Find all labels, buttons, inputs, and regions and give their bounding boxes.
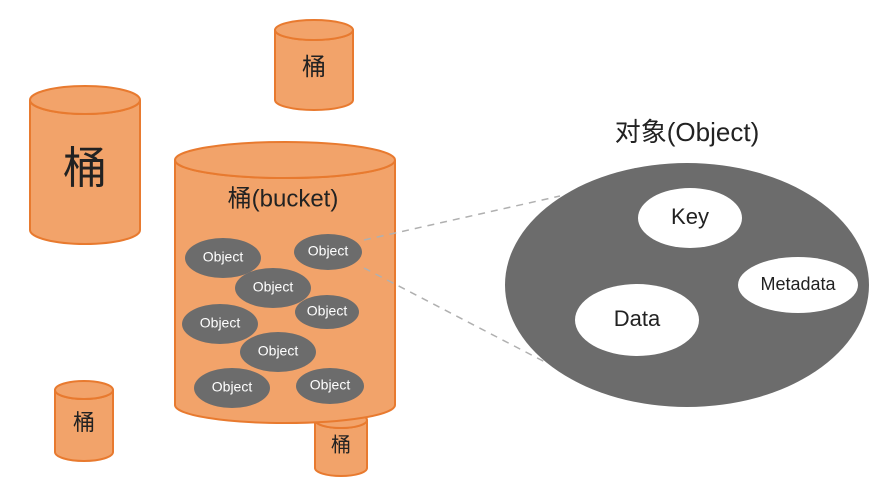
object-detail-ellipse: Key Metadata Data (505, 163, 869, 407)
object-label: Object (310, 377, 351, 393)
bucket-label: 桶 (73, 410, 95, 435)
object-label: Object (253, 279, 294, 295)
object-ellipse: Object (194, 368, 270, 408)
object-ellipse: Object (295, 295, 359, 329)
object-component: Metadata (738, 257, 858, 313)
component-label: Data (614, 306, 661, 331)
object-component: Key (638, 188, 742, 248)
bucket-main: 桶(bucket) Object Object Object Object Object O… (175, 142, 395, 423)
object-label: Object (200, 315, 241, 331)
object-label: Object (212, 379, 253, 395)
object-ellipse: Object (235, 268, 311, 308)
object-label: Object (308, 243, 349, 259)
component-label: Key (671, 204, 709, 229)
object-component: Data (575, 284, 699, 356)
component-label: Metadata (760, 274, 836, 294)
object-ellipse: Object (296, 368, 364, 404)
object-label: Object (203, 249, 244, 265)
bucket-small-1: 桶 (275, 20, 353, 110)
bucket-label: 桶 (302, 54, 326, 81)
bucket-label: 桶 (63, 144, 107, 193)
object-ellipse: Object (182, 304, 258, 344)
object-label: Object (258, 343, 299, 359)
bucket-small-2: 桶 (55, 381, 113, 461)
object-ellipse: Object (185, 238, 261, 278)
bucket-label: 桶 (331, 434, 351, 457)
object-ellipse: Object (294, 234, 362, 270)
diagram-title: 对象(Object) (615, 117, 759, 147)
bucket-main-label: 桶(bucket) (228, 185, 339, 212)
bucket-small-0: 桶 (30, 86, 140, 244)
object-label: Object (307, 303, 348, 319)
object-ellipse: Object (240, 332, 316, 372)
